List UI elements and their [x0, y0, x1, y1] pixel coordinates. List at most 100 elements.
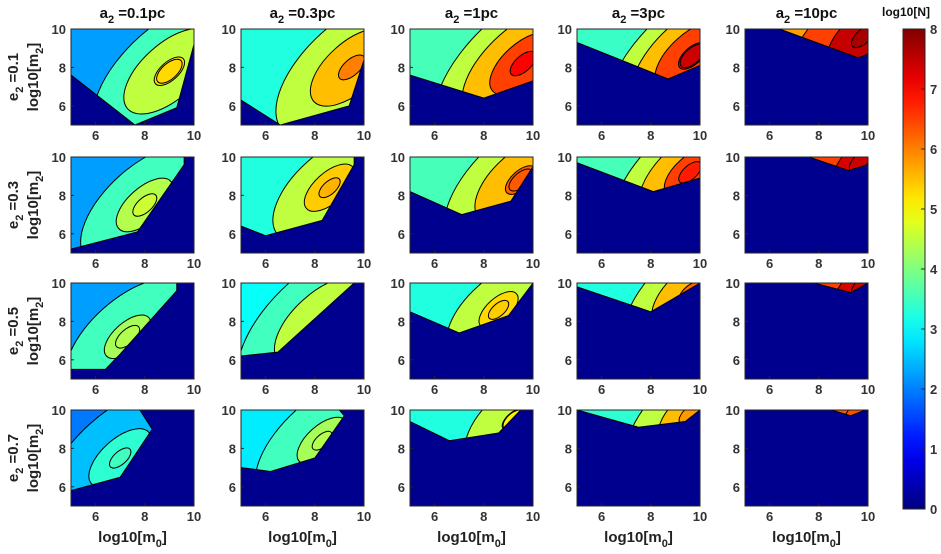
x-tick-label: 8	[480, 382, 487, 397]
contour-peak	[844, 410, 866, 416]
y-tick-label: 6	[565, 227, 572, 242]
x-tick-label: 8	[141, 256, 148, 271]
panel-frame	[744, 282, 869, 380]
region-boundary	[240, 282, 355, 357]
x-tick-label: 6	[431, 382, 438, 397]
y-tick-label: 8	[733, 441, 740, 456]
panel-2-3: 6 8 10 6 8 10	[558, 276, 708, 397]
column-titles: a2 =0.1pc a2 =0.3pc a2 =1pc a2 =3pc a2 =10pc	[100, 5, 838, 26]
x-axis-label: log10[m0]	[772, 529, 841, 550]
panel-frame	[744, 409, 869, 507]
panel-2-0: 6 8 10 6 8 10	[52, 276, 202, 397]
x-tick-label: 6	[92, 128, 99, 143]
x-tick-label: 8	[480, 256, 487, 271]
y-tick-label: 6	[229, 227, 236, 242]
y-tick-label: 8	[59, 60, 66, 75]
panel-1-2: 6 8 10 6 8 10	[391, 150, 541, 271]
y-tick-label: 8	[565, 314, 572, 329]
colorbar-tick-label: 1	[930, 442, 937, 457]
x-tick-label: 6	[431, 509, 438, 524]
region-boundary	[240, 157, 355, 237]
colorbar: log10[N] 0 1 2 3 4 5 6 7 8	[882, 5, 938, 517]
x-tick-label: 10	[357, 128, 371, 143]
x-tick-label: 6	[598, 256, 605, 271]
panel-3-2: 6 8 10 6 8 10 log10[m0]	[391, 403, 541, 550]
panel-frame	[409, 156, 534, 254]
region-boundary	[240, 409, 345, 472]
x-tick-label: 6	[431, 256, 438, 271]
panel-background	[745, 157, 868, 253]
x-tick-label: 10	[861, 128, 875, 143]
y-tick-label: 6	[229, 480, 236, 495]
y-tick-label: 6	[59, 227, 66, 242]
y-axis-label: log10[m2]	[25, 297, 46, 366]
x-tick-label: 6	[766, 509, 773, 524]
y-tick-label: 10	[222, 276, 236, 291]
y-tick-label: 8	[565, 441, 572, 456]
x-tick-label: 8	[647, 256, 654, 271]
y-tick-label: 8	[398, 188, 405, 203]
row-title: e2 =0.1	[5, 53, 26, 101]
panel-0-4: 6 8 10 6 8 10	[726, 22, 876, 143]
x-tick-label: 6	[766, 256, 773, 271]
y-tick-label: 10	[52, 22, 66, 37]
x-tick-label: 6	[92, 382, 99, 397]
x-tick-label: 10	[357, 256, 371, 271]
x-tick-label: 10	[693, 256, 707, 271]
panel-frame	[409, 282, 534, 380]
column-title: a2 =10pc	[776, 5, 838, 26]
x-tick-label: 10	[526, 382, 540, 397]
y-tick-label: 6	[733, 480, 740, 495]
x-tick-label: 6	[598, 509, 605, 524]
row-title: e2 =0.5	[5, 307, 26, 355]
panel-frame	[240, 409, 365, 507]
x-axis-label: log10[m0]	[437, 529, 506, 550]
panel-frame	[240, 156, 365, 254]
panel-2-4: 6 8 10 6 8 10	[726, 276, 876, 397]
panel-0-3: 6 8 10 6 8 10	[558, 22, 708, 143]
row-titles: e2 =0.1 log10[m2]e2 =0.3 log10[m2]e2 =0.5 l…	[5, 43, 46, 493]
region-boundary	[576, 409, 701, 428]
panel-2-2: 6 8 10 6 8 10	[391, 276, 541, 397]
contour-peak	[132, 193, 158, 217]
y-tick-label: 8	[229, 188, 236, 203]
x-tick-label: 10	[861, 382, 875, 397]
x-tick-label: 6	[262, 256, 269, 271]
panel-1-3: 6 8 10 6 8 10	[558, 150, 708, 271]
panel-1-1: 6 8 10 6 8 10	[222, 150, 372, 271]
y-tick-label: 8	[398, 60, 405, 75]
contour-peak	[318, 177, 341, 199]
region-boundary	[409, 282, 534, 334]
y-tick-label: 10	[391, 150, 405, 165]
panel-frame	[744, 28, 869, 126]
y-axis-label: log10[m2]	[25, 171, 46, 240]
panel-frame	[576, 28, 701, 126]
colorbar-tick-label: 0	[930, 502, 937, 517]
y-tick-label: 10	[391, 22, 405, 37]
panel-frame	[240, 28, 365, 126]
y-tick-label: 8	[733, 188, 740, 203]
x-tick-label: 8	[141, 382, 148, 397]
x-tick-label: 10	[693, 128, 707, 143]
y-tick-label: 6	[565, 99, 572, 114]
x-tick-label: 10	[861, 509, 875, 524]
x-tick-label: 8	[480, 128, 487, 143]
panel-frame	[744, 156, 869, 254]
panel-3-3: 6 8 10 6 8 10 log10[m0]	[558, 403, 708, 550]
x-tick-label: 10	[861, 256, 875, 271]
y-tick-label: 10	[726, 150, 740, 165]
panel-frame	[409, 28, 534, 126]
colorbar-tick-label: 8	[930, 22, 937, 37]
column-title: a2 =1pc	[445, 5, 498, 26]
panel-3-4: 6 8 10 6 8 10 log10[m0]	[726, 403, 876, 550]
y-tick-label: 6	[565, 353, 572, 368]
panel-3-0: 6 8 10 6 8 10 log10[m0]	[52, 403, 202, 550]
contour-peak	[679, 43, 700, 69]
column-title: a2 =3pc	[612, 5, 665, 26]
panel-frame	[576, 409, 701, 507]
y-tick-label: 8	[565, 188, 572, 203]
x-tick-label: 10	[357, 509, 371, 524]
x-tick-label: 8	[647, 509, 654, 524]
x-tick-label: 6	[766, 382, 773, 397]
